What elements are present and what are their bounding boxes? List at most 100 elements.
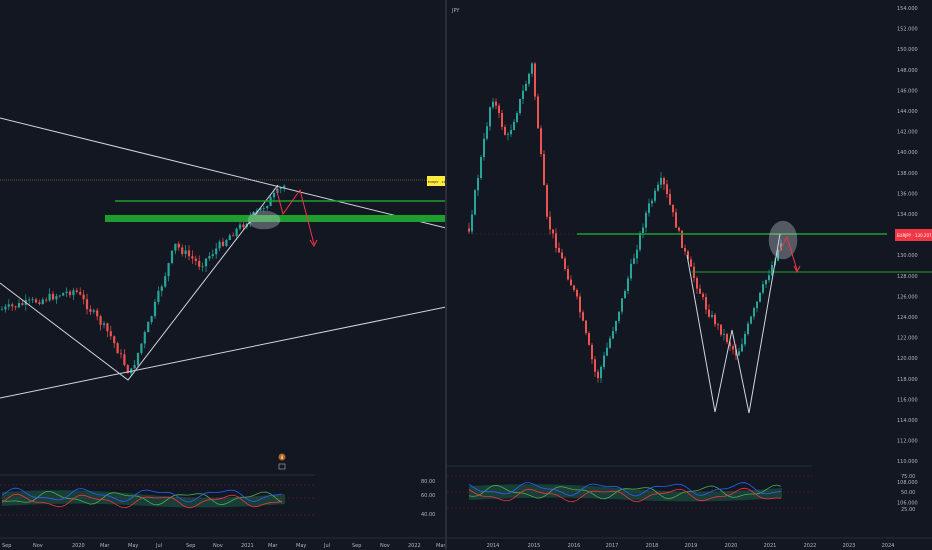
candle bbox=[272, 193, 276, 198]
candle bbox=[123, 354, 126, 366]
left-chart-pane[interactable]: EURJPY · 130.207 8 80.00 60.00 40.00 Sep Nov 20… bbox=[0, 0, 446, 550]
candle bbox=[228, 235, 231, 241]
candle bbox=[170, 250, 174, 264]
candle bbox=[55, 296, 58, 300]
candle bbox=[116, 343, 119, 354]
candle bbox=[113, 336, 116, 344]
highlight-ellipse bbox=[768, 220, 798, 260]
candle bbox=[276, 188, 279, 194]
descending-trendline bbox=[0, 117, 446, 229]
candle bbox=[660, 178, 662, 185]
x-tick-label: Mar bbox=[100, 543, 110, 549]
candle bbox=[143, 332, 146, 344]
x-tick-label: 2020 bbox=[72, 543, 85, 549]
highlight-ellipse bbox=[247, 210, 281, 230]
candle bbox=[65, 291, 68, 293]
candle bbox=[495, 101, 497, 106]
candle bbox=[79, 291, 82, 295]
candle bbox=[753, 308, 755, 317]
y-tick-label: 106.000 bbox=[897, 500, 918, 506]
osc-tick-label: 80.00 bbox=[421, 479, 435, 485]
candle bbox=[678, 227, 680, 231]
candle bbox=[744, 333, 746, 345]
candle bbox=[603, 355, 605, 367]
candle bbox=[756, 301, 758, 309]
osc-tick-label: 75.00 bbox=[901, 474, 915, 480]
left-chart[interactable]: EURJPY · 130.207 8 80.00 60.00 40.00 Sep Nov 20… bbox=[0, 0, 446, 550]
candle bbox=[561, 252, 563, 259]
candle bbox=[573, 285, 575, 290]
candle bbox=[525, 83, 527, 91]
right-chart[interactable]: 154.000 152.000 150.000 148.000 146.000 144.0… bbox=[447, 0, 932, 550]
osc-tick-label: 40.00 bbox=[421, 512, 435, 518]
candle bbox=[642, 227, 644, 234]
candle bbox=[549, 216, 551, 230]
candle bbox=[262, 208, 265, 209]
candle bbox=[762, 284, 764, 293]
projection-arrow bbox=[275, 187, 315, 245]
candle bbox=[17, 303, 21, 308]
candle bbox=[283, 185, 286, 188]
candle bbox=[672, 204, 674, 213]
indicator-badge bbox=[278, 453, 286, 461]
candle bbox=[552, 229, 554, 234]
y-tick-label: 128.000 bbox=[897, 274, 918, 280]
candle bbox=[591, 344, 593, 360]
y-tick-label: 108.000 bbox=[897, 480, 918, 486]
candle bbox=[729, 342, 731, 347]
candle bbox=[99, 316, 102, 325]
ascending-trendline bbox=[0, 306, 446, 399]
y-tick-label: 134.000 bbox=[897, 212, 918, 218]
candle bbox=[187, 250, 191, 257]
candle bbox=[468, 228, 470, 232]
candle bbox=[102, 323, 106, 325]
candle bbox=[7, 304, 10, 307]
y-tick-label: 144.000 bbox=[897, 109, 918, 115]
candle bbox=[153, 301, 157, 317]
candle bbox=[630, 263, 632, 279]
x-tick-label: Sep bbox=[186, 543, 195, 549]
x-tick-label: May bbox=[296, 543, 306, 549]
candle bbox=[639, 233, 641, 250]
osc-tick-label: 60.00 bbox=[421, 493, 435, 499]
right-chart-pane[interactable]: 154.000 152.000 150.000 148.000 146.000 144.0… bbox=[447, 0, 932, 550]
arrow-head bbox=[793, 265, 801, 274]
candle bbox=[85, 299, 89, 310]
y-tick-label: 142.000 bbox=[897, 130, 918, 136]
candle bbox=[663, 178, 665, 185]
candle bbox=[34, 299, 38, 303]
candle bbox=[666, 184, 668, 194]
candle bbox=[471, 214, 473, 232]
x-tick-label: Mar bbox=[436, 543, 446, 549]
candle bbox=[266, 206, 269, 209]
candle bbox=[531, 63, 533, 74]
candle bbox=[585, 320, 587, 334]
price-tag bbox=[427, 176, 446, 186]
candle bbox=[582, 312, 584, 321]
candle bbox=[504, 126, 506, 135]
candle bbox=[540, 128, 542, 155]
y-tick-label: 116.000 bbox=[897, 397, 918, 403]
candle bbox=[732, 346, 734, 350]
arrow-head bbox=[309, 239, 318, 247]
candle bbox=[259, 208, 262, 211]
candle bbox=[160, 286, 163, 291]
x-tick-label: Mar bbox=[268, 543, 278, 549]
candle bbox=[51, 293, 55, 300]
candle bbox=[96, 310, 99, 317]
candle bbox=[279, 187, 282, 189]
x-tick-label: May bbox=[128, 543, 138, 549]
candle bbox=[62, 292, 65, 296]
candle bbox=[48, 293, 51, 301]
candle bbox=[215, 248, 218, 255]
candle bbox=[136, 352, 140, 365]
candle bbox=[174, 243, 177, 251]
candle bbox=[68, 291, 72, 296]
candle bbox=[594, 359, 596, 372]
pane-divider[interactable] bbox=[445, 0, 447, 550]
candle bbox=[31, 299, 34, 301]
candle bbox=[483, 138, 485, 158]
right-oscillator-line bbox=[468, 487, 782, 503]
candle bbox=[140, 343, 143, 353]
candle bbox=[624, 290, 626, 299]
